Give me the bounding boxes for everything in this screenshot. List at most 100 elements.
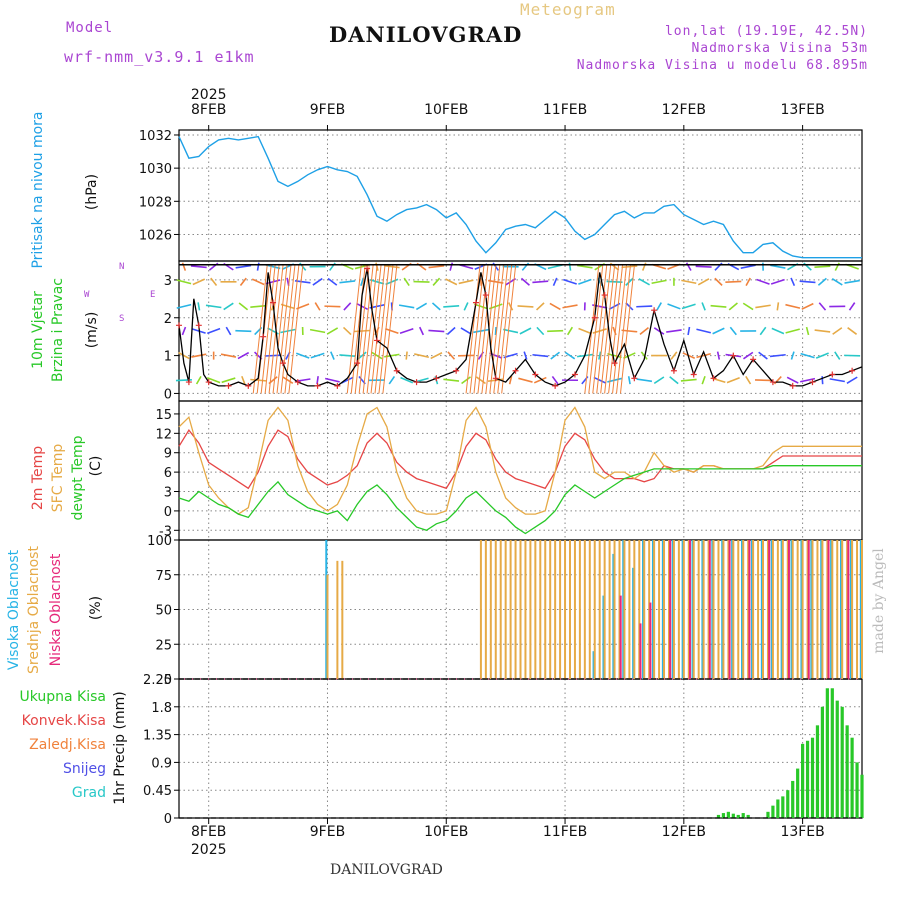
wind-arrow [598,351,602,360]
cloud-bar [766,540,769,679]
model-value: wrf-nmm_v3.9.1 e1km [64,48,255,66]
wind-arrow [563,278,577,285]
precip-bar [810,737,815,818]
wind-arrow [578,327,592,335]
wind-arrow [641,262,647,271]
temp-2m-label: 2m Temp [30,446,46,510]
cloud-bar [760,540,763,679]
cloud-bar [484,540,487,679]
wind-arrow [846,376,858,384]
sfc-temp-label: SFC Temp [50,444,66,513]
wind-arrow [176,279,192,285]
wind-speed-marker [670,367,677,374]
model-altitude-label: Nadmorska Visina u modelu 68.895m [576,58,868,73]
y-tick-label: 3 [164,274,172,289]
y-tick-label: 3 [164,486,172,501]
wind-arrow [446,326,456,336]
wind-speed-marker [482,292,489,299]
cloud-bar [489,540,492,679]
wind-speed-marker [413,379,420,386]
cloud-bar [549,540,552,679]
wind-arrow [844,279,860,284]
cloud-bar [752,540,755,679]
wind-arrow [181,262,187,271]
wind-arrow [695,265,712,268]
wind-arrow [756,278,770,285]
cloud-bar [711,540,714,679]
cloud-bar [643,540,646,679]
wind-speed-marker [651,307,658,314]
wind-arrow [725,280,742,284]
wind-speed-marker [225,382,232,389]
cloud-bar [830,540,833,679]
precip-bar [796,768,800,818]
cloud-bar [649,602,652,679]
wind-gust-streak [260,264,276,394]
wind-arrow [745,277,751,287]
cloud-bar [849,540,852,679]
dewpoint-label: dewpt Temp [70,435,86,520]
wind-gust-streak [264,264,280,394]
precip-bar [791,780,795,818]
cloud-bar [628,540,631,679]
wind-gust-streak [288,264,304,394]
wind-gust-streak [465,264,481,394]
wind-arrow [210,277,218,287]
wind-arrow [324,377,340,383]
cloud-bar [800,540,803,679]
cloud-bar [776,540,779,679]
wind-arrow [680,378,697,382]
wind-gust-streak [358,264,374,394]
top-day-label: 13FEB [780,102,824,118]
wind-arrow [314,302,321,311]
wind-arrow [625,302,634,311]
wind-arrow [343,302,352,311]
pressure-title-label: Pritisak na nivou mora [30,111,46,268]
altitude-label: Nadmorska Visina 53m [691,41,868,56]
wind-arrow [428,264,445,269]
station-title: DANILOVGRAD [329,22,523,47]
wind-arrow [623,352,636,360]
cloud-bar [588,540,591,679]
wind-arrow [771,327,785,335]
cloud-bar [672,540,675,679]
precip-bar [736,814,740,818]
wind-arrow [593,376,606,384]
cloud-bar [687,540,690,679]
wind-speed-marker [750,356,757,363]
wind-speed-marker [591,314,598,321]
wind-arrow [280,303,295,310]
cloud-bar [648,540,651,679]
wind-speed-marker [354,360,361,367]
cloud-bar [757,540,760,679]
cloud-bar [564,540,567,679]
cloud-bar [692,540,695,679]
cloud-bar [578,540,581,679]
wind-arrow [550,351,560,360]
wind-arrow [206,377,221,384]
mid-cloud-label: Srednja Oblacnost [26,546,42,674]
wind-arrow [547,329,564,333]
footer-station: DANILOVGRAD [330,862,443,878]
wind-arrow [192,278,206,286]
wind-arrow [221,377,236,384]
bottom-day-label: 13FEB [780,824,824,840]
wind-arrow [801,302,814,310]
cloud-bar [697,540,700,679]
wind-speed-marker [472,299,479,306]
meteogram-label: Meteogram [520,0,616,19]
wind-arrow [327,277,338,286]
wind-arrow [651,279,667,285]
wind-arrow [799,280,816,284]
wind-arrow [653,376,665,385]
wind-arrow [369,279,385,285]
y-tick-label: 15 [155,408,172,423]
wind-arrow [449,262,454,271]
wind-gust-streak [619,264,635,394]
precip-bar [860,774,864,818]
wind-speed-marker [195,322,202,329]
cloud-bar [827,540,830,679]
wind-arrow [670,351,678,360]
cloud-bar [748,540,751,679]
